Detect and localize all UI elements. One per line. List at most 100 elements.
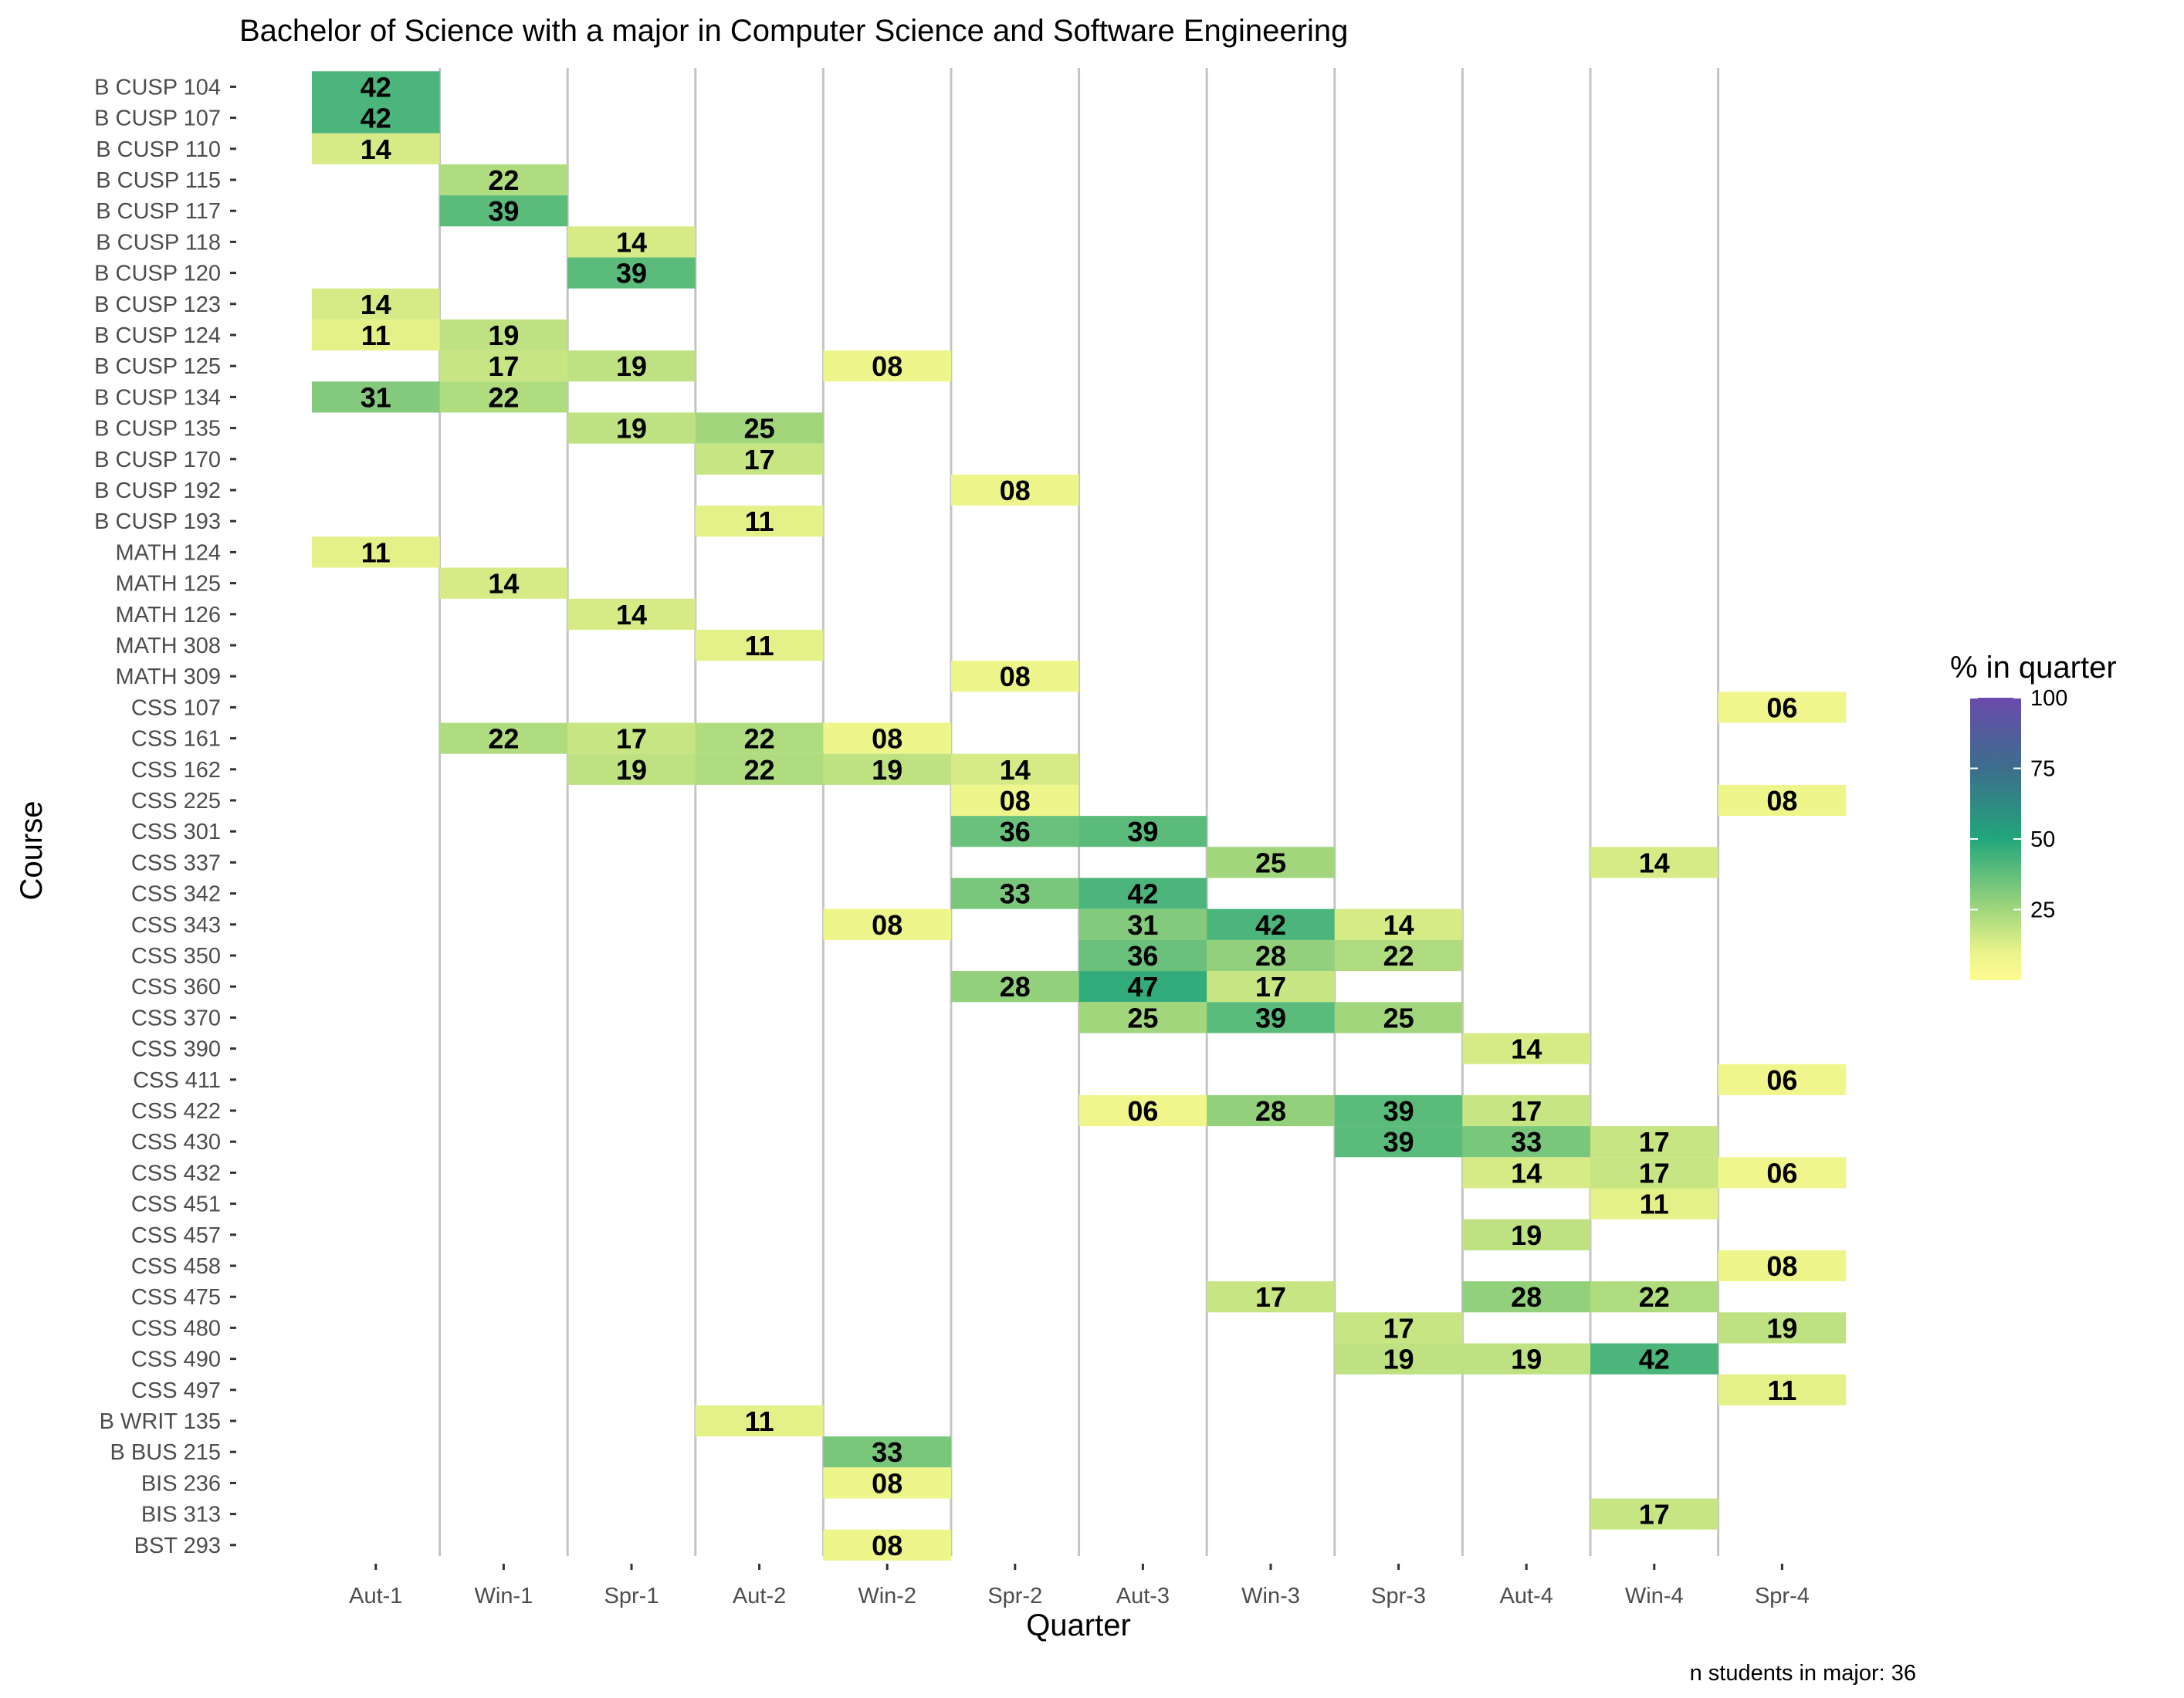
tile-value-label: 19 bbox=[488, 320, 519, 351]
heatmap-tile bbox=[567, 350, 696, 382]
y-tick-label: B BUS 215 bbox=[110, 1440, 221, 1465]
tile-value-label: 11 bbox=[745, 1405, 774, 1437]
heatmap-tile bbox=[312, 319, 440, 351]
heatmap-tile bbox=[567, 226, 696, 258]
x-tick-label: Win-1 bbox=[475, 1584, 533, 1608]
heatmap-tile bbox=[1334, 939, 1463, 972]
heatmap-tile bbox=[1078, 878, 1207, 909]
heatmap-tile bbox=[567, 412, 696, 444]
quarter-separators bbox=[438, 68, 1720, 1556]
heatmap-tile bbox=[1462, 1219, 1590, 1250]
y-tick-label: B CUSP 120 bbox=[94, 262, 221, 286]
y-tick-label: MATH 308 bbox=[116, 634, 221, 658]
x-tick-label: Spr-1 bbox=[604, 1584, 659, 1608]
x-tick-label: Win-2 bbox=[858, 1584, 916, 1608]
tile-value-label: 28 bbox=[1255, 940, 1286, 972]
tile-value-label: 22 bbox=[488, 723, 519, 755]
x-axis-title: Quarter bbox=[1026, 1608, 1131, 1642]
tile-value-label: 06 bbox=[1127, 1095, 1158, 1127]
y-tick-label: BIS 236 bbox=[141, 1471, 221, 1496]
y-tick-label: B CUSP 123 bbox=[94, 293, 221, 317]
tile-value-label: 22 bbox=[744, 754, 775, 786]
y-tick-label: BST 293 bbox=[134, 1534, 221, 1558]
heatmap-tile bbox=[1462, 1157, 1590, 1189]
heatmap-tile bbox=[823, 350, 951, 382]
y-axis: B CUSP 104 B CUSP 107 B CUSP 110 B CUSP 115… bbox=[94, 75, 236, 1558]
tile-value-label: 08 bbox=[872, 1467, 902, 1499]
tile-value-label: 39 bbox=[1127, 816, 1158, 847]
tile-value-label: 14 bbox=[361, 289, 391, 320]
heatmap-tile bbox=[1462, 1281, 1590, 1313]
heatmap-tile bbox=[567, 598, 696, 630]
legend-title: % in quarter bbox=[1950, 651, 2117, 685]
tile-value-label: 11 bbox=[1767, 1375, 1796, 1406]
heatmap-tile bbox=[567, 257, 696, 289]
tile-value-label: 08 bbox=[1000, 785, 1031, 817]
tile-value-label: 14 bbox=[488, 568, 519, 600]
tile-value-label: 17 bbox=[1639, 1126, 1670, 1158]
heatmap-tile bbox=[312, 536, 440, 568]
legend-tick-label: 75 bbox=[2030, 757, 2055, 782]
y-tick-label: CSS 301 bbox=[131, 820, 221, 844]
y-tick-label: CSS 457 bbox=[131, 1223, 221, 1248]
tile-value-label: 42 bbox=[361, 71, 391, 103]
tile-value-label: 42 bbox=[1255, 909, 1286, 941]
y-tick-label: CSS 475 bbox=[131, 1285, 221, 1310]
x-axis: Aut-1 Win-1 Spr-1 Aut-2 Win-2 Spr-2 Aut-3 Win-3… bbox=[349, 1564, 1810, 1608]
heatmap-tile bbox=[1590, 1281, 1718, 1313]
heatmap-tile bbox=[951, 474, 1079, 506]
heatmap-tile bbox=[1207, 971, 1335, 1003]
heatmap-tile bbox=[1334, 908, 1463, 940]
tile-value-label: 25 bbox=[1383, 1002, 1414, 1033]
heatmap-tile bbox=[312, 133, 440, 164]
tile-value-label: 14 bbox=[616, 599, 647, 631]
y-tick-label: CSS 342 bbox=[131, 882, 221, 907]
heatmap-tile bbox=[1334, 1343, 1463, 1375]
heatmap-tile bbox=[1334, 1002, 1463, 1033]
y-tick-label: B CUSP 124 bbox=[94, 323, 221, 348]
y-tick-label: CSS 411 bbox=[133, 1068, 221, 1093]
tile-value-label: 08 bbox=[872, 723, 902, 755]
tile-value-label: 28 bbox=[1000, 971, 1031, 1003]
y-tick-label: CSS 451 bbox=[131, 1192, 221, 1217]
y-tick-label: B CUSP 110 bbox=[96, 137, 221, 162]
tile-value-label: 08 bbox=[1766, 1250, 1797, 1282]
heatmap-tile bbox=[1078, 816, 1207, 847]
heatmap-tile bbox=[1462, 1033, 1590, 1064]
y-tick-label: B CUSP 117 bbox=[96, 199, 221, 224]
tile-value-label: 39 bbox=[488, 195, 519, 227]
tile-value-label: 17 bbox=[488, 350, 519, 382]
tile-value-label: 39 bbox=[1255, 1002, 1286, 1033]
y-tick-label: CSS 107 bbox=[131, 695, 221, 720]
y-tick-label: CSS 370 bbox=[131, 1006, 221, 1030]
heatmap-tile bbox=[823, 753, 951, 785]
tile-value-label: 08 bbox=[872, 1530, 902, 1561]
tile-value-label: 17 bbox=[1639, 1157, 1670, 1189]
tile-value-label: 39 bbox=[1383, 1095, 1414, 1127]
tile-value-label: 31 bbox=[361, 381, 391, 413]
y-tick-label: B CUSP 193 bbox=[94, 509, 221, 534]
heatmap-tile bbox=[1590, 847, 1718, 878]
tile-value-label: 14 bbox=[1000, 754, 1031, 786]
heatmap-tile bbox=[823, 1529, 951, 1561]
tile-value-label: 17 bbox=[1639, 1499, 1670, 1531]
tile-value-label: 11 bbox=[361, 320, 391, 351]
heatmap-tile bbox=[695, 443, 824, 475]
y-tick-label: CSS 162 bbox=[131, 758, 221, 783]
tile-value-label: 28 bbox=[1255, 1095, 1286, 1127]
heatmap-tile bbox=[1207, 1002, 1335, 1033]
heatmap-tile bbox=[951, 878, 1079, 909]
tile-value-label: 11 bbox=[1640, 1189, 1669, 1220]
tile-value-label: 33 bbox=[1000, 878, 1031, 910]
heatmap-tile bbox=[951, 661, 1079, 692]
heatmap-tile bbox=[1207, 908, 1335, 940]
heatmap-tile bbox=[1718, 1374, 1847, 1405]
y-tick-label: CSS 422 bbox=[131, 1099, 221, 1124]
heatmap-tile bbox=[1207, 1281, 1335, 1313]
heatmap-tile bbox=[1718, 1157, 1847, 1189]
heatmap-tile bbox=[1462, 1343, 1590, 1375]
y-tick-label: CSS 343 bbox=[131, 913, 221, 938]
y-tick-label: B WRIT 135 bbox=[100, 1409, 221, 1434]
heatmap-tile bbox=[1078, 971, 1207, 1003]
